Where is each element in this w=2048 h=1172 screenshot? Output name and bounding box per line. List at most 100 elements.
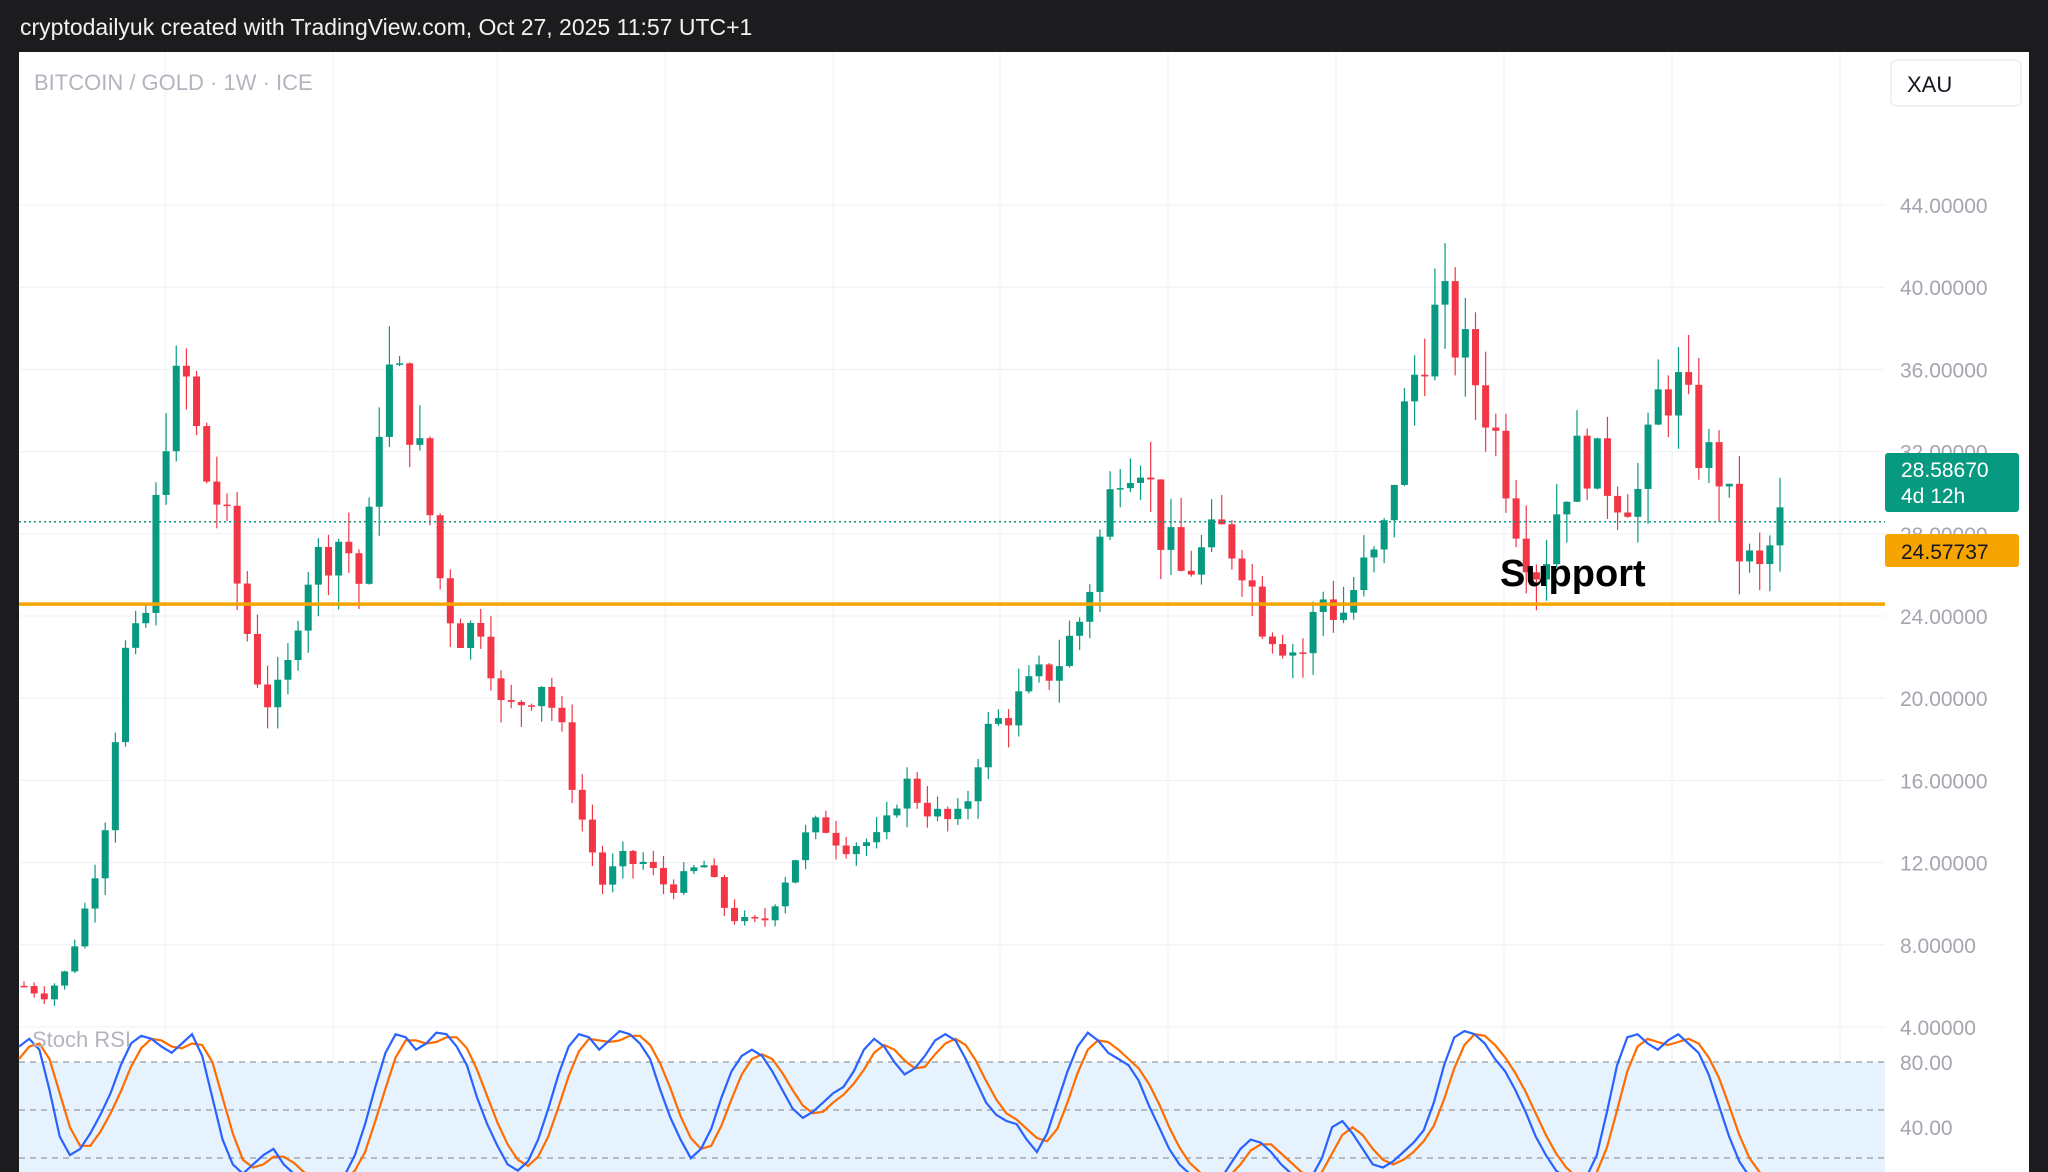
- candle-body: [406, 363, 414, 445]
- candle: [1644, 412, 1652, 524]
- candle: [1664, 375, 1672, 438]
- candle: [1573, 410, 1581, 503]
- candle: [365, 497, 373, 585]
- candle: [456, 618, 464, 649]
- candle: [1086, 584, 1094, 639]
- candle: [142, 603, 150, 628]
- candle: [670, 879, 678, 900]
- candle-body: [903, 778, 911, 809]
- candle-body: [1289, 652, 1297, 656]
- candle-body: [1532, 572, 1540, 580]
- candle: [741, 910, 749, 926]
- candle-body: [954, 808, 962, 820]
- candle: [994, 709, 1002, 726]
- attribution-text: cryptodailyuk created with TradingView.c…: [20, 14, 753, 40]
- candle-body: [1015, 691, 1023, 726]
- stoch-rsi-axis: 80.00 40.00: [1900, 1052, 1953, 1140]
- candle: [710, 858, 718, 878]
- title-bar: cryptodailyuk created with TradingView.c…: [0, 0, 2048, 52]
- candle-body: [1126, 482, 1134, 489]
- candle-body: [1380, 520, 1388, 550]
- candle-body: [832, 832, 840, 846]
- candle-body: [710, 865, 718, 878]
- candle-body: [325, 546, 333, 576]
- candle-body: [781, 882, 789, 907]
- candle-body: [1644, 424, 1652, 489]
- candle-body: [1543, 564, 1551, 580]
- candle: [1350, 576, 1358, 620]
- candle-body: [873, 832, 881, 843]
- candle-body: [345, 541, 353, 554]
- support-annotation: Support: [1500, 553, 1646, 595]
- candle: [761, 908, 769, 927]
- candle: [325, 534, 333, 596]
- candle: [934, 796, 942, 822]
- candle-body: [558, 707, 566, 723]
- candle-body: [1076, 621, 1084, 636]
- candle-body: [1674, 372, 1682, 416]
- candle-body: [994, 718, 1002, 724]
- candle: [984, 711, 992, 780]
- candle: [1563, 501, 1571, 543]
- candle: [446, 569, 454, 647]
- candle: [1411, 355, 1419, 426]
- candle: [172, 345, 180, 462]
- candle: [1208, 499, 1216, 553]
- candle-body: [720, 877, 728, 908]
- candle-body: [1746, 550, 1754, 562]
- candle-body: [619, 851, 627, 867]
- candle-body: [446, 578, 454, 624]
- candle-body: [1705, 442, 1713, 468]
- candle-body: [253, 633, 261, 685]
- candle: [1025, 665, 1033, 694]
- candle: [771, 904, 779, 927]
- candle: [1218, 495, 1226, 525]
- chart-background: [19, 52, 2029, 1172]
- candle-body: [964, 801, 972, 809]
- candle: [416, 405, 424, 451]
- candle-body: [1471, 329, 1479, 386]
- price-tick-label: 24.00000: [1900, 606, 1988, 629]
- candle-body: [670, 884, 678, 893]
- currency-badge[interactable]: [1890, 59, 2022, 107]
- candle: [152, 482, 160, 626]
- candle-body: [61, 971, 69, 986]
- candle: [385, 326, 393, 448]
- candle: [1035, 655, 1043, 683]
- candle-body: [91, 878, 99, 909]
- candle-body: [1279, 644, 1287, 656]
- candle: [1553, 484, 1561, 568]
- stoch-rsi-k-line: [18, 1029, 1748, 1172]
- support-price-badge: [1885, 534, 2019, 567]
- candle: [1705, 428, 1713, 484]
- candle-body: [50, 985, 58, 1000]
- candle: [1228, 520, 1236, 570]
- candle-body: [568, 722, 576, 790]
- candle-body: [111, 742, 119, 831]
- candle: [1390, 484, 1398, 538]
- stoch-rsi-levels: [19, 1061, 1885, 1159]
- candle: [223, 493, 231, 522]
- candle-body: [182, 365, 190, 377]
- candle: [1674, 346, 1682, 449]
- candle: [1238, 550, 1246, 597]
- candle: [751, 915, 759, 923]
- candle: [588, 804, 596, 867]
- candle: [1076, 617, 1084, 650]
- candle-body: [639, 861, 647, 865]
- candle: [1685, 334, 1693, 395]
- candle: [893, 804, 901, 818]
- candle: [61, 970, 69, 990]
- candle-body: [852, 846, 860, 855]
- candle: [132, 610, 140, 655]
- currency-badge-label: XAU: [1907, 72, 1952, 97]
- candle-body: [1238, 558, 1246, 581]
- candle: [1045, 663, 1053, 691]
- candle-body: [385, 364, 393, 437]
- candle-body: [1461, 329, 1469, 358]
- candle: [162, 413, 170, 505]
- candle: [1055, 639, 1063, 703]
- candle: [243, 570, 251, 642]
- candle-body: [294, 630, 302, 660]
- candle-body: [842, 845, 850, 855]
